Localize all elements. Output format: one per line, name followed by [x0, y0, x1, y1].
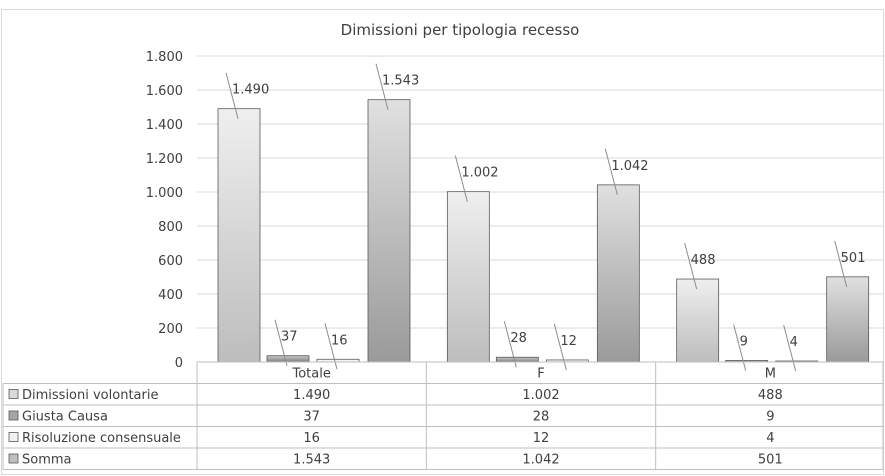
legend-swatch	[8, 432, 19, 442]
y-tick-label: 800	[158, 220, 183, 235]
table-cell: 1.042	[522, 453, 559, 468]
chart-border	[1, 9, 884, 475]
legend-entry: Somma	[22, 453, 72, 468]
bar-somma-totale	[367, 99, 411, 363]
table-cell: 1.490	[293, 388, 330, 403]
data-label: 1.543	[382, 74, 419, 89]
table-cell: 9	[766, 410, 774, 425]
data-label: 12	[560, 334, 577, 349]
y-tick-label: 1.400	[146, 118, 183, 133]
data-label: 9	[740, 334, 748, 349]
table-cell: 28	[533, 410, 550, 425]
y-tick-label: 0	[175, 356, 183, 371]
chart-title: Dimissioni per tipologia recesso	[341, 21, 580, 39]
data-label: 37	[281, 330, 298, 345]
y-tick-label: 600	[158, 254, 183, 269]
label-leader-line	[783, 324, 797, 372]
label-leader-line	[503, 321, 517, 368]
bar-dimissioni-volontarie-f	[446, 191, 490, 363]
table-cell: 488	[758, 388, 783, 403]
data-label: 488	[691, 253, 716, 268]
label-leader-line	[225, 72, 239, 119]
bars	[217, 99, 870, 363]
x-category-label: F	[537, 367, 544, 382]
bar-giusta-causa-f	[495, 356, 539, 363]
legend-swatch	[8, 453, 19, 464]
bar-somma-m	[826, 276, 870, 363]
y-axis-tick-labels: 0 200 400 600 800 1.000 1.200 1.400 1.600 1.800	[146, 50, 183, 371]
bar-dimissioni-volontarie-m	[676, 278, 720, 363]
data-label: 1.490	[232, 83, 269, 98]
legend-swatch	[8, 389, 19, 399]
legend-swatch	[8, 410, 19, 421]
data-label: 28	[510, 331, 527, 346]
label-leader-line	[733, 324, 747, 371]
y-tick-label: 400	[158, 288, 183, 303]
data-label: 16	[331, 333, 348, 348]
x-category-label: M	[765, 367, 776, 382]
table-cell: 37	[303, 410, 320, 425]
table-cell: 16	[303, 431, 320, 446]
data-label: 1.042	[611, 159, 648, 174]
legend-entry: Dimissioni volontarie	[22, 388, 158, 403]
table-cell: 501	[758, 453, 783, 468]
bar-giusta-causa-totale	[266, 355, 310, 363]
legend-entry: Risoluzione consensuale	[22, 431, 181, 446]
table-cell: 4	[766, 431, 774, 446]
data-label: 501	[841, 251, 866, 266]
label-leader-line	[834, 240, 848, 287]
bar-somma-f	[596, 184, 640, 363]
label-leader-line	[274, 319, 288, 366]
table-cell: 12	[533, 431, 550, 446]
y-tick-label: 1.000	[146, 186, 183, 201]
legend-entry: Giusta Causa	[22, 410, 108, 425]
y-tick-label: 200	[158, 322, 183, 337]
bar-dimissioni-volontarie-totale	[217, 108, 261, 363]
label-leader-line	[454, 155, 468, 202]
data-table: Totale F M Dimissioni volontarie 1.490 1.002 4…	[2, 361, 884, 470]
y-tick-label: 1.200	[146, 152, 183, 167]
y-tick-label: 1.800	[146, 50, 183, 65]
label-leader-line	[604, 148, 618, 195]
table-cell: 1.002	[522, 388, 559, 403]
data-label: 4	[790, 335, 798, 350]
x-category-label: Totale	[291, 367, 330, 382]
y-tick-label: 1.600	[146, 84, 183, 99]
table-cell: 1.543	[293, 453, 330, 468]
label-leader-line	[375, 63, 389, 110]
data-label: 1.002	[461, 166, 498, 181]
label-leader-line	[684, 242, 698, 290]
